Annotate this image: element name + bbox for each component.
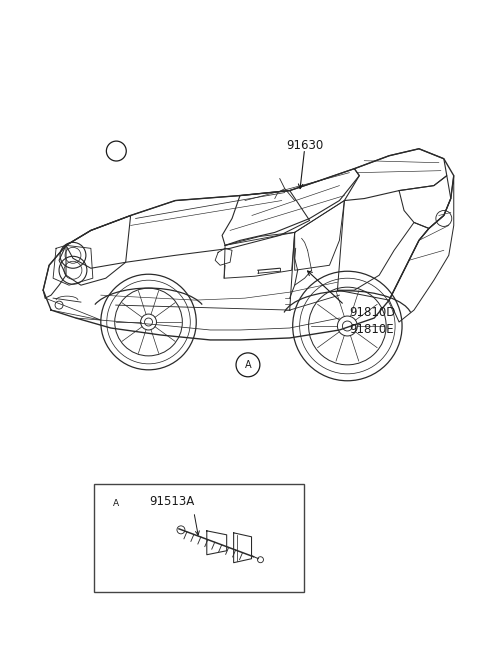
Text: 91810E: 91810E: [349, 324, 394, 337]
Text: A: A: [113, 500, 120, 508]
Text: A: A: [245, 360, 251, 370]
Bar: [95, 484, 304, 591]
Text: 91513A: 91513A: [149, 495, 194, 508]
Text: 91810D: 91810D: [349, 306, 396, 318]
Text: 91630: 91630: [286, 139, 323, 152]
